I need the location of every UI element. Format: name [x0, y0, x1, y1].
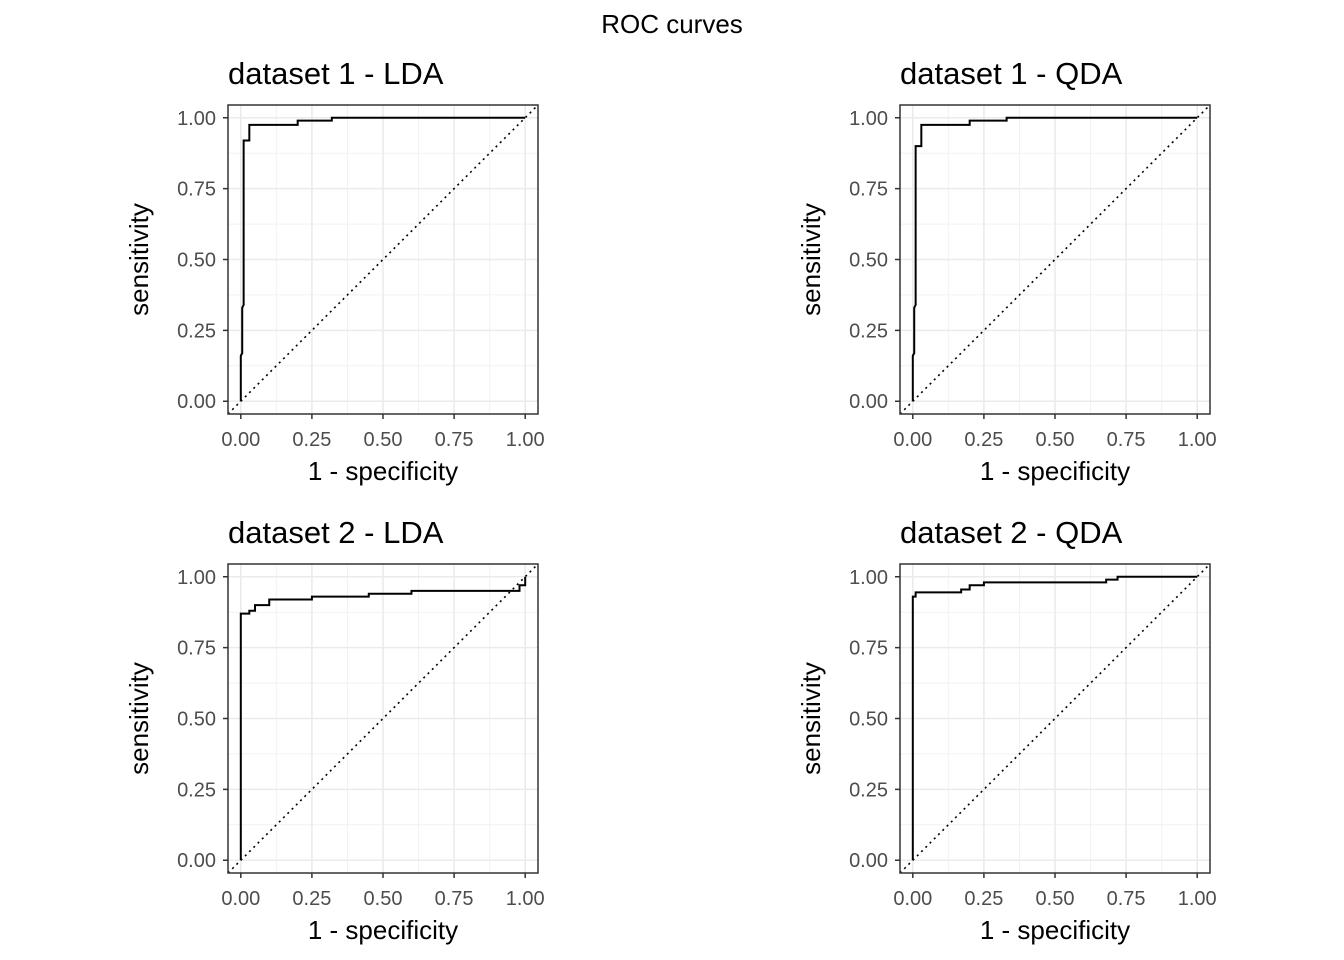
x-tick-label: 0.75: [435, 888, 474, 910]
y-tick-label: 1.00: [849, 567, 888, 589]
y-tick-label: 0.50: [177, 709, 216, 731]
roc-panel-2: 0.00 0.25 0.50 0.75 1.00 0.00 0.25 0.50 0.75 1.00…: [796, 56, 1217, 486]
y-axis-title: sensitivity: [796, 662, 826, 775]
y-tick-label: 0.75: [849, 179, 888, 201]
roc-curve-line: [239, 576, 527, 861]
x-tick-label: 0.00: [893, 429, 932, 451]
panel-title: dataset 1 - LDA: [228, 56, 444, 91]
x-tick-label: 0.25: [292, 429, 331, 451]
roc-panel-4: 0.00 0.25 0.50 0.75 1.00 0.00 0.25 0.50 0.75 1.00…: [796, 515, 1217, 945]
reference-diagonal: [899, 104, 1211, 415]
y-axis-title: sensitivity: [796, 203, 826, 316]
x-tick-label: 1.00: [506, 888, 545, 910]
x-tick-label: 0.00: [221, 888, 260, 910]
y-tick-label: 0.00: [177, 850, 216, 872]
y-tick-label: 0.25: [177, 779, 216, 801]
x-tick-label: 1.00: [506, 429, 545, 451]
y-tick-label: 0.00: [849, 850, 888, 872]
y-tick-label: 1.00: [177, 567, 216, 589]
chart-panels: 0.00 0.25 0.50 0.75 1.00 0.00 0.25 0.50 0.75 1.00…: [124, 56, 1217, 945]
y-tick-label: 1.00: [849, 108, 888, 130]
y-tick-label: 0.25: [849, 779, 888, 801]
x-tick-label: 0.50: [1036, 429, 1075, 451]
panel-title: dataset 2 - LDA: [228, 515, 444, 550]
y-axis-title: sensitivity: [124, 203, 154, 316]
x-tick-label: 0.00: [893, 888, 932, 910]
x-axis-title: 1 - specificity: [980, 456, 1130, 486]
y-tick-label: 0.75: [849, 638, 888, 660]
x-tick-label: 0.00: [221, 429, 260, 451]
x-tick-label: 0.50: [1036, 888, 1075, 910]
panel-title: dataset 1 - QDA: [900, 56, 1123, 91]
reference-diagonal: [899, 563, 1211, 874]
reference-diagonal: [227, 104, 539, 415]
x-tick-label: 0.75: [435, 429, 474, 451]
x-tick-label: 0.50: [364, 888, 403, 910]
reference-diagonal: [227, 563, 539, 874]
x-tick-label: 0.25: [964, 888, 1003, 910]
y-tick-label: 0.25: [177, 320, 216, 342]
y-tick-label: 0.00: [849, 391, 888, 413]
panel-title: dataset 2 - QDA: [900, 515, 1123, 550]
y-axis-title: sensitivity: [124, 662, 154, 775]
y-tick-label: 0.75: [177, 638, 216, 660]
x-axis-title: 1 - specificity: [980, 915, 1130, 945]
figure-title: ROC curves: [601, 9, 743, 39]
y-tick-label: 1.00: [177, 108, 216, 130]
roc-curve-line: [911, 575, 1198, 861]
x-tick-label: 1.00: [1178, 888, 1217, 910]
x-axis-title: 1 - specificity: [308, 915, 458, 945]
y-tick-label: 0.00: [177, 391, 216, 413]
x-tick-label: 0.25: [292, 888, 331, 910]
x-tick-label: 1.00: [1178, 429, 1217, 451]
x-tick-label: 0.75: [1107, 429, 1146, 451]
x-axis-title: 1 - specificity: [308, 456, 458, 486]
y-tick-label: 0.75: [177, 179, 216, 201]
y-tick-label: 0.50: [177, 250, 216, 272]
roc-curve-line: [239, 116, 526, 402]
y-tick-label: 0.50: [849, 250, 888, 272]
y-tick-label: 0.25: [849, 320, 888, 342]
x-tick-label: 0.75: [1107, 888, 1146, 910]
roc-panel-3: 0.00 0.25 0.50 0.75 1.00 0.00 0.25 0.50 0.75 1.00…: [124, 515, 545, 945]
roc-curve-line: [911, 116, 1198, 402]
y-tick-label: 0.50: [849, 709, 888, 731]
x-tick-label: 0.50: [364, 429, 403, 451]
roc-panel-1: 0.00 0.25 0.50 0.75 1.00 0.00 0.25 0.50 0.75 1.00…: [124, 56, 545, 486]
x-tick-label: 0.25: [964, 429, 1003, 451]
